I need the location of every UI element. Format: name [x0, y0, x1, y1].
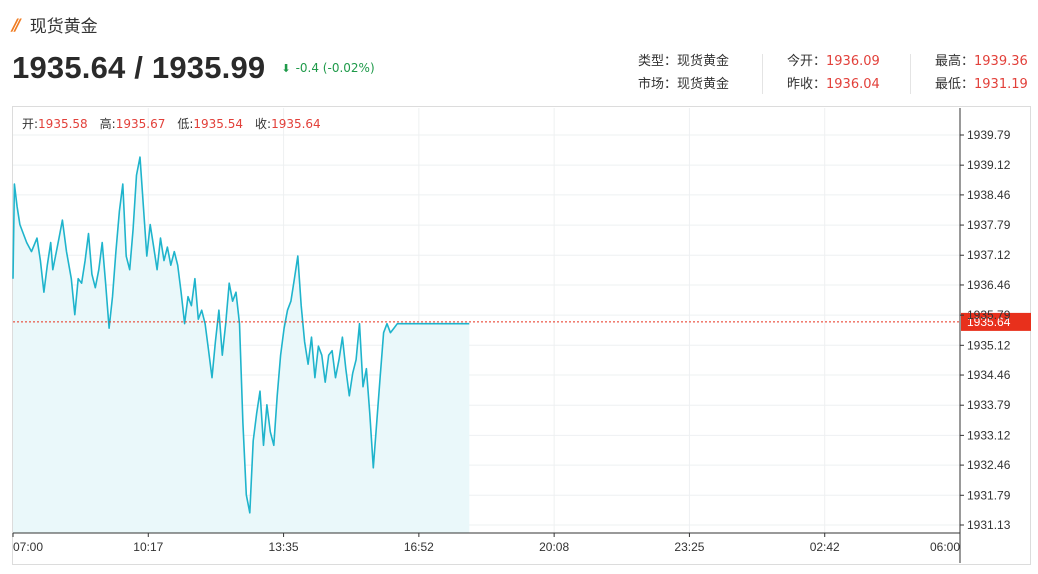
y-tick-label: 1937.79: [967, 218, 1011, 232]
high-label: 最高：: [935, 54, 975, 69]
series-area-fill: [13, 157, 470, 533]
prev-close-value: 1936.04: [826, 77, 880, 92]
ohlc-low-label: 低:: [177, 117, 194, 131]
x-tick-label: 06:00: [930, 540, 960, 554]
price-change-text: -0.4 (-0.02%): [295, 61, 375, 75]
info-divider: [910, 54, 911, 94]
ohlc-close-label: 收:: [255, 117, 272, 131]
y-tick-label: 1938.46: [967, 188, 1011, 202]
x-tick-label: 10:17: [133, 540, 163, 554]
ohlc-low: 低:1935.54: [177, 115, 243, 132]
info-type-market: 类型：现货黄金 市场：现货黄金: [638, 50, 729, 96]
y-tick-label: 1932.46: [967, 458, 1011, 472]
market-label: 市场：: [638, 77, 678, 92]
type-label: 类型：: [638, 54, 678, 69]
open-value: 1936.09: [826, 54, 880, 69]
ohlc-readout: 开:1935.58 高:1935.67 低:1935.54 收:1935.64: [22, 115, 321, 132]
info-open-close: 今开：1936.09 昨收：1936.04: [787, 50, 880, 96]
y-tick-label: 1931.79: [967, 488, 1011, 502]
y-tick-label: 1933.79: [967, 398, 1011, 412]
x-tick-label: 13:35: [269, 540, 299, 554]
info-divider: [762, 54, 763, 94]
x-tick-label: 16:52: [404, 540, 434, 554]
y-tick-label: 1939.79: [967, 128, 1011, 142]
ohlc-close-value: 1935.64: [271, 117, 321, 131]
market-value: 现货黄金: [677, 77, 730, 92]
y-tick-label: 1931.13: [967, 518, 1011, 532]
ohlc-open: 开:1935.58: [22, 115, 88, 132]
arrow-down-icon: ⬇: [281, 61, 291, 75]
ohlc-high-label: 高:: [99, 117, 116, 131]
current-price-badge: [961, 312, 1031, 331]
x-tick-label: 02:42: [810, 540, 840, 554]
y-tick-label: 1936.46: [967, 278, 1011, 292]
ohlc-high-value: 1935.67: [115, 117, 166, 131]
type-value: 现货黄金: [677, 54, 730, 69]
x-tick-label: 07:00: [13, 540, 43, 554]
info-high-low: 最高：1939.36 最低：1931.19: [935, 50, 1028, 96]
ohlc-high: 高:1935.67: [100, 115, 166, 132]
title-accent-icon: //: [12, 14, 21, 34]
high-value: 1939.36: [974, 54, 1028, 69]
y-tick-label: 1937.12: [967, 248, 1011, 262]
low-label: 最低：: [935, 77, 975, 92]
ohlc-open-value: 1935.58: [38, 117, 88, 131]
open-label: 今开：: [787, 54, 827, 69]
y-tick-label: 1939.12: [967, 158, 1011, 172]
page-header: // 现货黄金: [12, 11, 98, 37]
chart-axes: 1939.79 1939.12 1938.46 1937.79 1937.12 1936.…: [12, 108, 1011, 563]
chart-frame[interactable]: [12, 106, 1031, 565]
price-pair: 1935.64 / 1935.99: [12, 50, 266, 85]
low-value: 1931.19: [974, 77, 1028, 92]
chart-area: [12, 156, 470, 533]
current-price-label: 1935.64: [967, 315, 1011, 329]
series-line: [12, 156, 470, 514]
ohlc-close: 收:1935.64: [255, 115, 321, 132]
ohlc-open-label: 开:: [22, 117, 39, 131]
ohlc-low-value: 1935.54: [193, 117, 244, 131]
current-price-marker: 1935.64: [13, 312, 1031, 331]
x-tick-label: 23:25: [674, 540, 704, 554]
price-row: 1935.64 / 1935.99 ⬇ -0.4 (-0.02%): [12, 48, 375, 88]
x-tick-label: 20:08: [539, 540, 569, 554]
y-tick-label: 1935.79: [967, 308, 1011, 322]
y-tick-label: 1933.12: [967, 428, 1011, 442]
page-title: 现货黄金: [29, 16, 98, 37]
price-change: ⬇ -0.4 (-0.02%): [281, 61, 374, 75]
prev-close-label: 昨收：: [787, 77, 827, 92]
y-tick-label: 1935.12: [967, 338, 1011, 352]
y-tick-label: 1934.46: [967, 368, 1011, 382]
